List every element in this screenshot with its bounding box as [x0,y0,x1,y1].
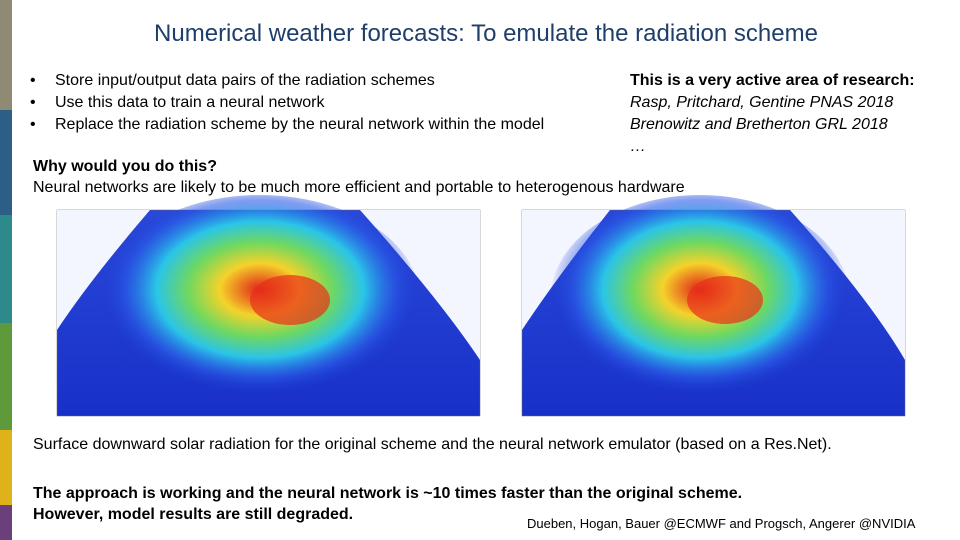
reference: Rasp, Pritchard, Gentine PNAS 2018 [630,94,894,111]
research-box: This is a very active area of research: … [630,70,915,158]
bullet: Replace the radiation scheme by the neur… [30,114,544,136]
reference: Brenowitz and Bretherton GRL 2018 [630,116,888,133]
accent-strip [0,0,12,110]
caption: Surface downward solar radiation for the… [33,436,832,453]
why-text: Neural networks are likely to be much mo… [33,179,685,196]
credit: Dueben, Hogan, Bauer @ECMWF and Progsch,… [527,516,916,531]
bullet: Store input/output data pairs of the rad… [30,70,544,92]
conclusion-line: The approach is working and the neural n… [33,485,743,502]
accent-strip [0,430,12,505]
conclusion: The approach is working and the neural n… [33,483,742,525]
bullet-text: Store input/output data pairs of the rad… [55,72,435,89]
why-heading: Why would you do this? [33,158,217,175]
map-original [56,195,481,417]
why-box: Why would you do this? Neural networks a… [33,156,685,198]
accent-strip [0,505,12,540]
bullet: Use this data to train a neural network [30,92,544,114]
accent-strip [0,110,12,215]
accent-strip [0,323,12,430]
conclusion-line: However, model results are still degrade… [33,506,354,523]
map-emulator [521,195,906,417]
bullet-list: Store input/output data pairs of the rad… [30,70,544,136]
reference: … [630,138,646,155]
slide-title: Numerical weather forecasts: To emulate … [154,20,818,47]
accent-strip [0,215,12,323]
bullet-text: Replace the radiation scheme by the neur… [55,116,545,133]
research-heading: This is a very active area of research: [630,72,915,89]
bullet-text: Use this data to train a neural network [55,94,325,111]
